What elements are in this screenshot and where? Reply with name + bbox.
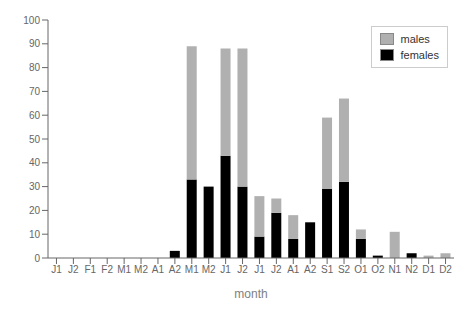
svg-text:J2: J2 [271,264,282,275]
svg-text:A1: A1 [152,264,165,275]
svg-text:D1: D1 [422,264,435,275]
svg-text:F2: F2 [101,264,113,275]
svg-text:J1: J1 [254,264,265,275]
svg-text:J2: J2 [68,264,79,275]
html-text:males: males [400,33,430,45]
svg-text:N2: N2 [405,264,418,275]
svg-text:A1: A1 [287,264,300,275]
svg-text:S2: S2 [338,264,351,275]
svg-text:O2: O2 [371,264,385,275]
svg-text:100: 100 [23,15,40,26]
svg-text:30: 30 [29,181,41,192]
svg-text:70: 70 [29,86,41,97]
svg-text:10: 10 [29,229,41,240]
svg-text:O1: O1 [354,264,368,275]
svg-text:40: 40 [29,157,41,168]
svg-text:80: 80 [29,62,41,73]
svg-text:A2: A2 [169,264,182,275]
svg-text:N1: N1 [388,264,401,275]
svg-text:S1: S1 [321,264,334,275]
html-text:females: females [400,49,439,61]
svg-text:J1: J1 [220,264,231,275]
svg-text:0: 0 [34,253,40,264]
svg-text:month: month [234,287,267,301]
svg-text:J2: J2 [237,264,248,275]
svg-text:60: 60 [29,110,41,121]
svg-text:M2: M2 [134,264,148,275]
svg-text:50: 50 [29,134,41,145]
svg-text:M1: M1 [117,264,131,275]
svg-text:90: 90 [29,38,41,49]
svg-text:J1: J1 [51,264,62,275]
svg-text:M1: M1 [185,264,199,275]
svg-text:A2: A2 [304,264,317,275]
svg-text:F1: F1 [84,264,96,275]
svg-text:20: 20 [29,205,41,216]
svg-text:D2: D2 [439,264,452,275]
svg-text:M2: M2 [202,264,216,275]
